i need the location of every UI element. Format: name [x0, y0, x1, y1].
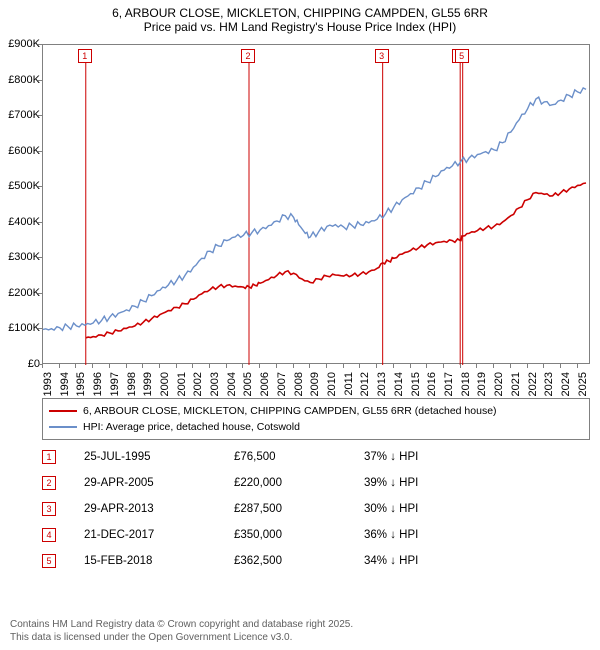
footer-line-2: This data is licensed under the Open Gov… [10, 632, 353, 645]
x-axis-label: 1996 [92, 372, 104, 396]
x-axis-label: 1997 [109, 372, 121, 396]
x-axis-label: 1994 [59, 372, 71, 396]
x-axis-label: 1999 [142, 372, 154, 396]
cell-date: 29-APR-2005 [84, 477, 234, 489]
x-axis-label: 2012 [359, 372, 371, 396]
series-hpi [43, 88, 586, 331]
footer-attribution: Contains HM Land Registry data © Crown c… [10, 619, 353, 644]
y-axis-label: £600K [8, 145, 40, 157]
row-marker-icon: 5 [42, 554, 56, 568]
x-axis-label: 2024 [560, 372, 572, 396]
cell-date: 21-DEC-2017 [84, 529, 234, 541]
y-axis-label: £300K [8, 251, 40, 263]
x-axis-label: 2006 [259, 372, 271, 396]
chart-svg [43, 45, 589, 363]
x-axis-label: 2020 [493, 372, 505, 396]
cell-pct: 30% ↓ HPI [364, 503, 504, 515]
legend-swatch-blue [49, 426, 77, 428]
cell-pct: 36% ↓ HPI [364, 529, 504, 541]
cell-pct: 34% ↓ HPI [364, 555, 504, 567]
chart-area: £0£100K£200K£300K£400K£500K£600K£700K£80… [0, 36, 600, 436]
x-axis-label: 2009 [309, 372, 321, 396]
x-axis-label: 1993 [42, 372, 54, 396]
y-axis-label: £700K [8, 109, 40, 121]
cell-date: 15-FEB-2018 [84, 555, 234, 567]
x-axis-label: 2010 [326, 372, 338, 396]
x-axis-label: 2015 [410, 372, 422, 396]
cell-price: £362,500 [234, 555, 364, 567]
row-marker-icon: 3 [42, 502, 56, 516]
y-axis-label: £100K [8, 322, 40, 334]
cell-price: £220,000 [234, 477, 364, 489]
row-marker-icon: 4 [42, 528, 56, 542]
row-marker-icon: 1 [42, 450, 56, 464]
series-price-paid [86, 183, 586, 338]
x-axis-label: 2011 [343, 372, 355, 396]
x-axis-label: 2021 [510, 372, 522, 396]
cell-price: £350,000 [234, 529, 364, 541]
x-axis-label: 1998 [126, 372, 138, 396]
x-axis-label: 2007 [276, 372, 288, 396]
transaction-table: 1 25-JUL-1995£76,50037% ↓ HPI 2 29-APR-2005… [42, 444, 590, 574]
x-axis-label: 2004 [226, 372, 238, 396]
table-row: 1 25-JUL-1995£76,50037% ↓ HPI [42, 444, 590, 470]
x-axis-label: 1995 [75, 372, 87, 396]
legend: 6, ARBOUR CLOSE, MICKLETON, CHIPPING CAM… [42, 398, 590, 440]
x-axis-label: 2005 [242, 372, 254, 396]
x-axis-label: 2025 [577, 372, 589, 396]
x-axis-label: 2023 [543, 372, 555, 396]
legend-item-hpi: HPI: Average price, detached house, Cots… [49, 419, 583, 435]
y-axis-label: £400K [8, 216, 40, 228]
cell-price: £76,500 [234, 451, 364, 463]
sale-marker-5: 5 [455, 49, 469, 63]
x-axis-label: 2003 [209, 372, 221, 396]
legend-swatch-red [49, 410, 77, 412]
x-axis-label: 2013 [376, 372, 388, 396]
row-marker-icon: 2 [42, 476, 56, 490]
legend-item-price-paid: 6, ARBOUR CLOSE, MICKLETON, CHIPPING CAM… [49, 403, 583, 419]
cell-price: £287,500 [234, 503, 364, 515]
x-axis-label: 2002 [192, 372, 204, 396]
x-axis-label: 2018 [460, 372, 472, 396]
sale-marker-2: 2 [241, 49, 255, 63]
cell-date: 29-APR-2013 [84, 503, 234, 515]
plot-area [42, 44, 590, 364]
cell-pct: 37% ↓ HPI [364, 451, 504, 463]
table-row: 4 21-DEC-2017£350,00036% ↓ HPI [42, 522, 590, 548]
title-line-1: 6, ARBOUR CLOSE, MICKLETON, CHIPPING CAM… [10, 6, 590, 20]
y-axis-label: £200K [8, 287, 40, 299]
x-axis-label: 2008 [293, 372, 305, 396]
y-axis-label: £500K [8, 180, 40, 192]
table-row: 5 15-FEB-2018£362,50034% ↓ HPI [42, 548, 590, 574]
legend-label-price-paid: 6, ARBOUR CLOSE, MICKLETON, CHIPPING CAM… [83, 405, 497, 417]
y-axis-label: £800K [8, 74, 40, 86]
legend-label-hpi: HPI: Average price, detached house, Cots… [83, 421, 300, 433]
sale-marker-1: 1 [78, 49, 92, 63]
footer-line-1: Contains HM Land Registry data © Crown c… [10, 619, 353, 632]
title-line-2: Price paid vs. HM Land Registry's House … [10, 20, 590, 34]
table-row: 3 29-APR-2013£287,50030% ↓ HPI [42, 496, 590, 522]
table-row: 2 29-APR-2005£220,00039% ↓ HPI [42, 470, 590, 496]
chart-title: 6, ARBOUR CLOSE, MICKLETON, CHIPPING CAM… [0, 0, 600, 36]
x-axis-label: 2001 [176, 372, 188, 396]
y-axis-label: £900K [8, 38, 40, 50]
cell-date: 25-JUL-1995 [84, 451, 234, 463]
x-axis-label: 2019 [476, 372, 488, 396]
cell-pct: 39% ↓ HPI [364, 477, 504, 489]
x-axis-label: 2014 [393, 372, 405, 396]
sale-marker-3: 3 [375, 49, 389, 63]
x-axis-label: 2016 [426, 372, 438, 396]
x-axis-label: 2017 [443, 372, 455, 396]
x-axis-label: 2000 [159, 372, 171, 396]
x-axis-label: 2022 [527, 372, 539, 396]
